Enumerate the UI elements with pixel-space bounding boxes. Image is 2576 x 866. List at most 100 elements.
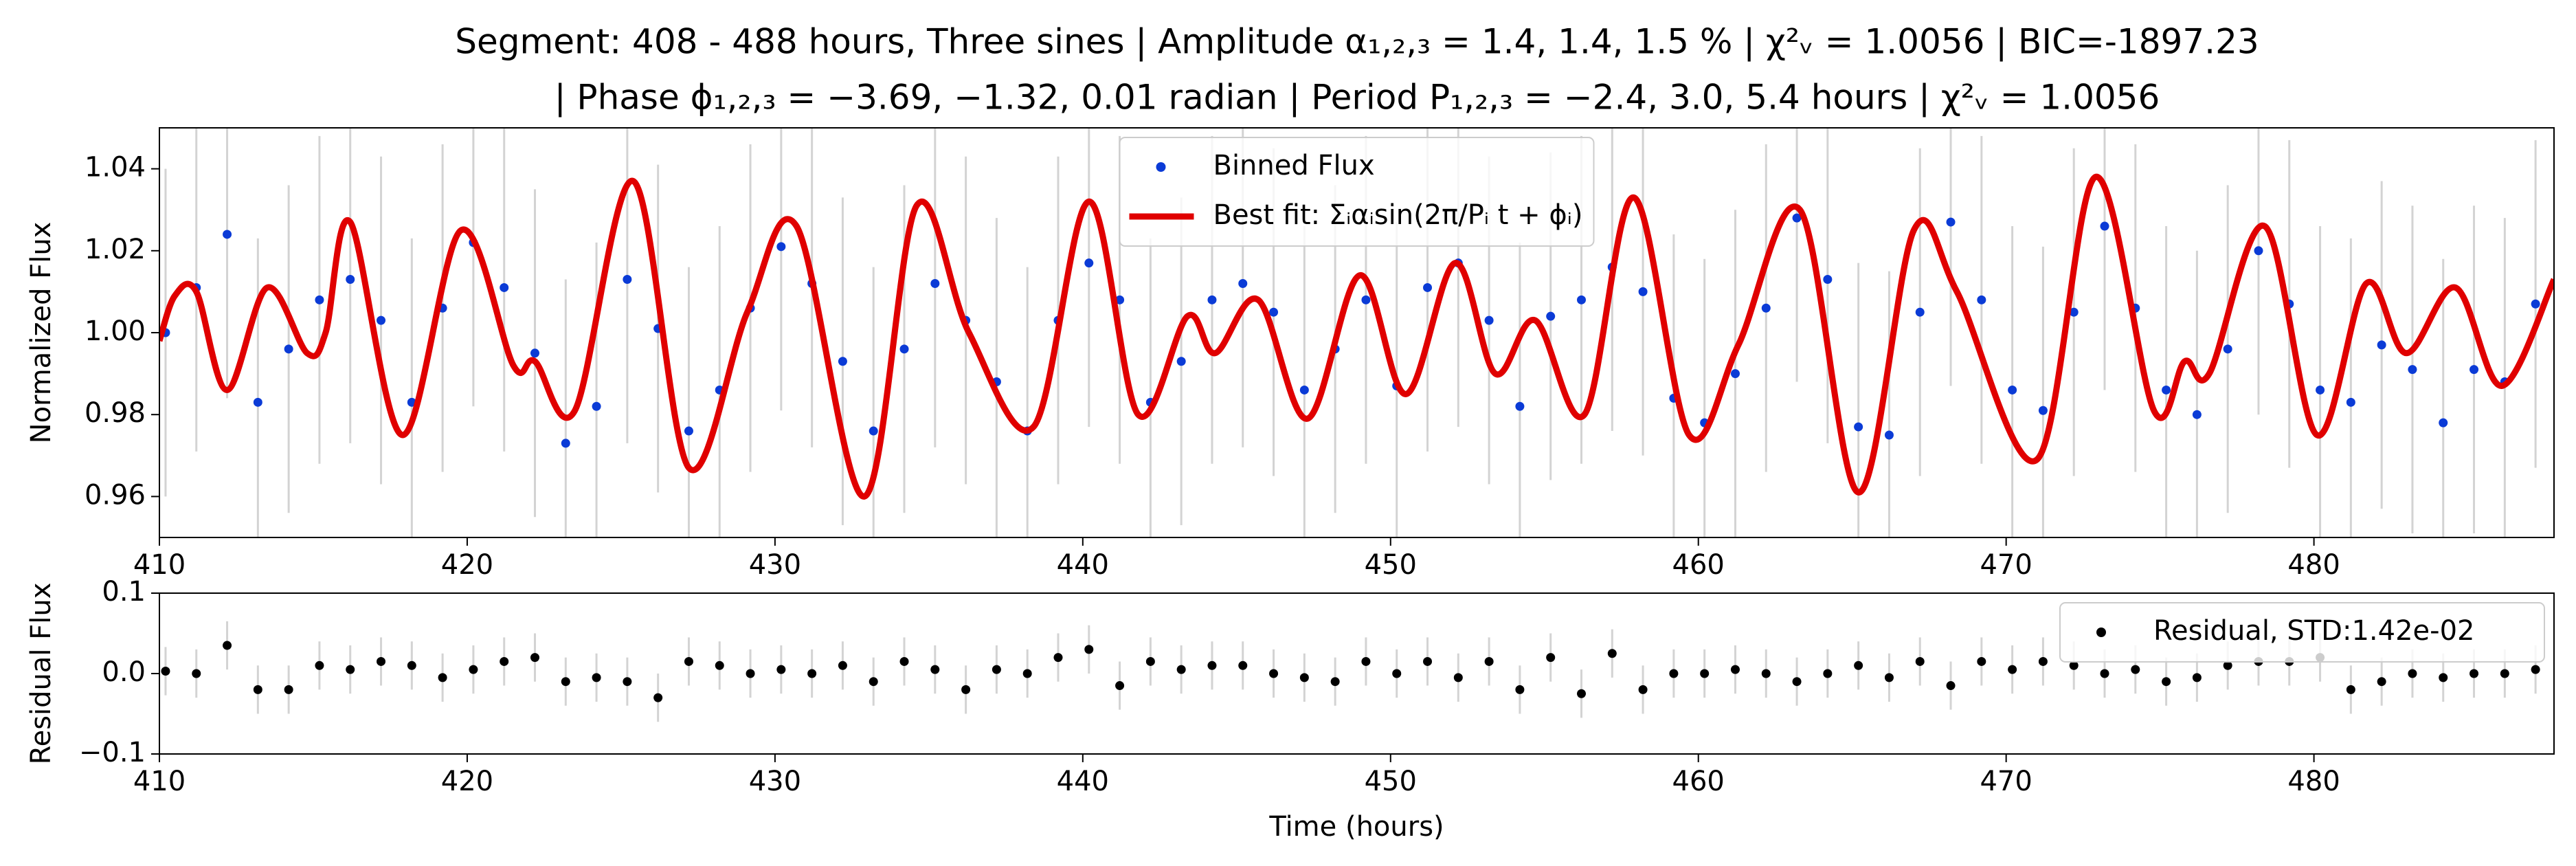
data-point	[1515, 685, 1525, 694]
data-point	[1546, 311, 1556, 321]
data-point	[2439, 418, 2448, 428]
data-point	[2377, 677, 2386, 687]
data-point	[715, 660, 724, 670]
data-point	[253, 397, 262, 407]
data-point	[1546, 653, 1556, 663]
legend-label: Binned Flux	[1213, 150, 1375, 181]
x-tick-label: 480	[2287, 549, 2340, 581]
y-tick-label: 0.96	[85, 479, 146, 511]
data-point	[807, 669, 817, 678]
data-point	[1423, 282, 1433, 292]
x-tick-label: 410	[133, 766, 186, 797]
data-point	[2469, 669, 2479, 678]
data-point	[1576, 295, 1586, 304]
panel: 410 420 430 440 450 460 470 480 −0.1 0.0 0.1 Residu…	[25, 576, 2555, 843]
data-point	[2192, 673, 2202, 682]
data-point	[899, 656, 909, 666]
data-point	[746, 669, 755, 678]
data-point	[1145, 656, 1155, 666]
data-point	[2531, 299, 2540, 309]
data-point	[223, 641, 232, 650]
data-point	[1884, 673, 1894, 682]
data-point	[2008, 665, 2017, 674]
data-point	[1115, 681, 1125, 691]
data-point	[1361, 295, 1371, 304]
x-tick-label: 480	[2287, 766, 2340, 797]
data-point	[1392, 669, 1402, 678]
data-point	[1299, 385, 1309, 395]
y-tick-label: 1.04	[85, 152, 146, 184]
data-point	[2100, 221, 2109, 231]
data-point	[438, 673, 447, 682]
y-tick-label: 1.02	[85, 234, 146, 265]
y-axis-label: Residual Flux	[25, 583, 57, 765]
x-tick-label: 440	[1057, 549, 1109, 581]
data-point	[1638, 685, 1648, 694]
data-point	[1299, 673, 1309, 682]
data-point	[1330, 677, 1340, 687]
data-point	[377, 315, 386, 325]
data-point	[2192, 410, 2202, 419]
data-point	[930, 278, 940, 288]
data-point	[1854, 422, 1863, 432]
data-point	[1238, 278, 1248, 288]
data-point	[2439, 673, 2448, 682]
data-point	[407, 660, 416, 670]
data-point	[315, 660, 324, 670]
data-point	[838, 660, 847, 670]
data-point	[2100, 669, 2109, 678]
data-point	[2377, 340, 2386, 350]
y-axis-label: Normalized Flux	[25, 222, 57, 444]
x-tick-label: 410	[133, 549, 186, 581]
data-point	[2008, 385, 2017, 395]
data-point	[1792, 213, 1802, 223]
x-axis-label: Time (hours)	[1268, 811, 1444, 843]
data-point	[1761, 303, 1771, 313]
data-point	[1700, 669, 1710, 678]
data-point	[1515, 401, 1525, 411]
data-point	[2038, 656, 2048, 666]
data-point	[2500, 669, 2509, 678]
data-point	[161, 666, 170, 676]
chart-title: Segment: 408 - 488 hours, Three sines | …	[455, 22, 2259, 62]
data-point	[1977, 295, 1986, 304]
data-point	[684, 656, 693, 666]
data-point	[1977, 656, 1986, 666]
data-point	[2223, 660, 2232, 670]
y-tick-label: 1.00	[85, 315, 146, 347]
legend-label: Residual, STD:1.42e-02	[2153, 615, 2474, 647]
data-point	[2038, 406, 2048, 415]
data-point	[961, 685, 971, 694]
x-tick-label: 430	[749, 549, 801, 581]
x-tick-label: 420	[441, 549, 493, 581]
data-point	[253, 685, 262, 694]
data-point	[346, 275, 355, 285]
data-point	[2408, 365, 2417, 375]
data-point	[1053, 653, 1063, 663]
data-point	[1423, 656, 1433, 666]
data-point	[592, 673, 601, 682]
data-point	[1792, 677, 1802, 687]
data-point	[1484, 656, 1494, 666]
data-point	[2069, 660, 2079, 670]
data-point	[469, 665, 478, 674]
data-point	[1084, 258, 1094, 268]
data-point	[899, 344, 909, 354]
data-point	[2408, 669, 2417, 678]
data-point	[500, 282, 509, 292]
legend-label: Best fit: Σᵢαᵢsin(2π/Pᵢ t + ϕᵢ)	[1213, 199, 1583, 231]
data-point	[1269, 669, 1279, 678]
x-tick-label: 470	[1980, 766, 2032, 797]
legend-box	[1119, 137, 1595, 247]
data-point	[2162, 385, 2171, 395]
data-point	[2346, 397, 2355, 407]
x-tick-label: 470	[1980, 549, 2032, 581]
legend-box	[2059, 602, 2545, 663]
data-point	[1484, 315, 1494, 325]
data-point	[346, 665, 355, 674]
data-point	[2069, 307, 2079, 317]
legend-marker	[2096, 628, 2106, 637]
data-point	[530, 653, 539, 663]
